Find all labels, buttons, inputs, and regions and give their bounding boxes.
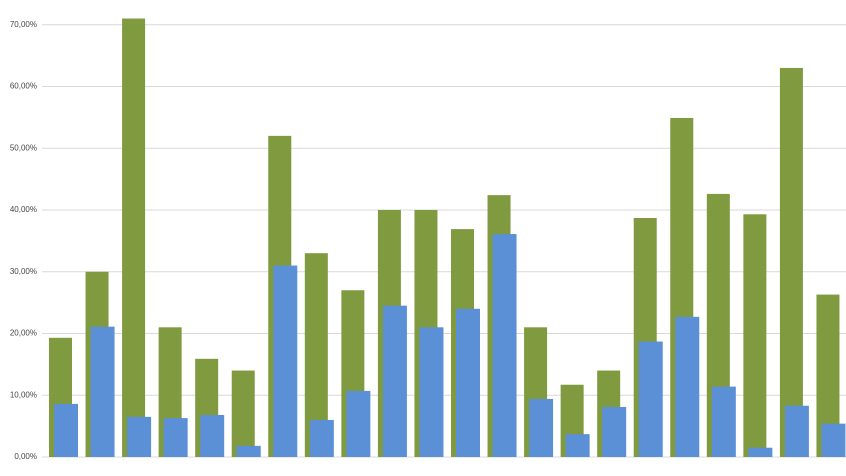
bar [346,390,371,457]
bar [304,253,328,457]
bar [529,398,554,457]
bar [200,415,225,457]
bar [231,370,255,457]
bar [779,67,803,457]
bar [675,316,700,457]
y-tick-label: 0,00% [14,452,37,461]
y-tick-label: 20,00% [10,329,37,338]
bar [638,341,663,457]
bar [54,403,78,457]
y-tick-label: 50,00% [10,143,37,152]
bar [821,423,846,457]
bar [565,434,590,457]
bar [602,406,627,457]
bar [456,308,480,457]
y-tick-label: 10,00% [10,390,37,399]
bar [711,386,736,457]
y-tick-label: 40,00% [10,205,37,214]
y-tick-label: 70,00% [10,20,37,29]
bar [743,214,767,457]
bar [816,294,840,457]
bar [309,419,334,457]
bar [122,18,146,457]
y-tick-label: 30,00% [10,267,37,276]
bar [163,418,188,457]
bar [382,305,407,457]
bar [273,265,298,457]
bar [492,234,517,457]
bar [90,326,115,457]
bar [236,445,261,457]
bar [748,447,773,457]
bar [784,405,809,457]
bar [127,416,152,457]
y-tick-label: 60,00% [10,82,37,91]
bar [419,327,444,457]
